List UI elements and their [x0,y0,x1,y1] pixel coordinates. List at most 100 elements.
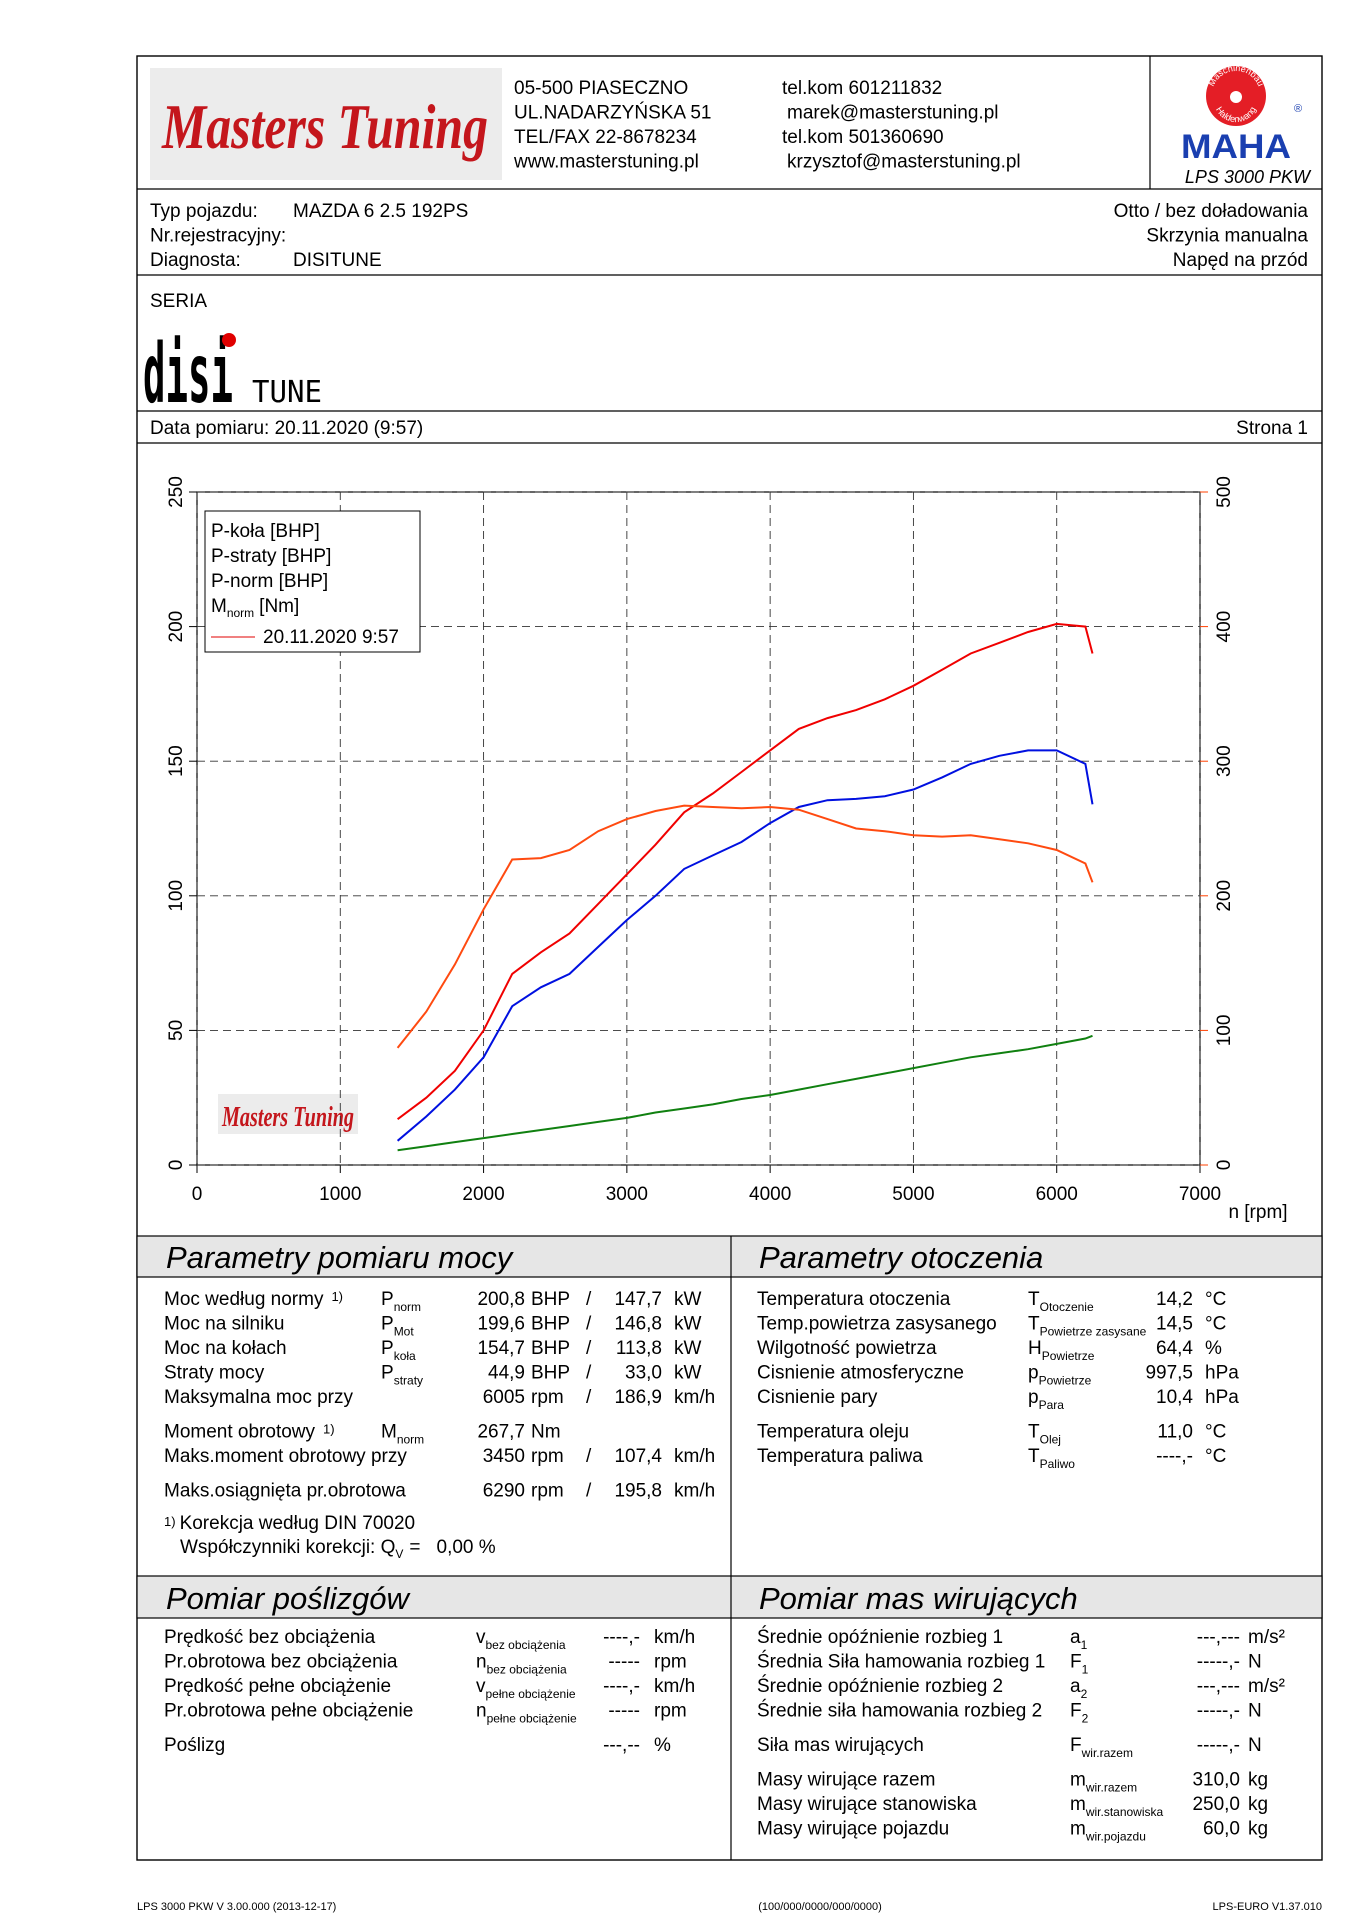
label-text: Siła mas wirujących [757,1735,924,1756]
legend-sub: norm [227,606,254,620]
symbol-sub: Paliwo [1040,1457,1076,1471]
label-text: Średnie siła hamowania rozbieg 2 [757,1700,1042,1722]
symbol: mwir.razem [1070,1770,1137,1795]
param-label: Maksymalna moc przy [164,1387,353,1408]
symbol-sub: Powietrze [1042,1349,1095,1363]
param-label: Straty mocy [164,1363,265,1384]
symbol-sub: koła [394,1349,416,1363]
section-band [136,1575,1323,1619]
symbol-main: P [381,1289,394,1310]
y-tick-label: 150 [166,745,187,777]
param-label: Pr.obrotowa pełne obciążenie [164,1701,413,1722]
legend-entry: P-norm [BHP] [211,571,328,592]
address-line: UL.NADARZYŃSKA 51 [514,103,711,124]
param-unit: % [654,1735,671,1756]
param-value: 60,0 [1203,1819,1240,1840]
symbol-sub: Olej [1040,1433,1061,1447]
symbol-main: T [1028,1422,1040,1443]
x-tick-label: 7000 [1179,1184,1221,1205]
param-value: 64,4 [1156,1338,1193,1359]
param-unit: BHP [531,1289,570,1310]
param-unit: hPa [1205,1387,1239,1408]
label-text: Temp.powietrza zasysanego [757,1314,997,1335]
param-value: -----,- [1197,1701,1240,1722]
param-unit: rpm [531,1387,564,1408]
symbol-sub: wir.pojazdu [1085,1830,1146,1844]
symbol: TPaliwo [1028,1446,1075,1471]
param-value: 14,2 [1156,1289,1193,1310]
symbol-main: m [1070,1794,1086,1815]
param-unit: BHP [531,1314,570,1335]
frame [136,55,1323,1861]
legend-name: P-norm [BHP] [211,571,328,592]
param-unit: BHP [531,1363,570,1384]
param-label: Maks.moment obrotowy przy [164,1446,407,1467]
symbol: Pnorm [381,1289,421,1314]
param-value: ----- [608,1701,640,1722]
param-value: 3450 [483,1446,525,1467]
param-value: 44,9 [488,1363,525,1384]
label-text: Cisnienie atmosferyczne [757,1363,964,1384]
param-value: 14,5 [1156,1314,1193,1335]
series-line [396,749,1094,1142]
symbol-sub: 2 [1082,1712,1089,1726]
symbol: nbez obciążenia [476,1652,567,1677]
param-value: ----,- [603,1627,640,1648]
footer-center: (100/000/0000/000/0000) [758,1901,882,1913]
symbol-sub: norm [397,1433,424,1447]
symbol-sub: norm [394,1300,421,1314]
param-unit: rpm [654,1652,687,1673]
footnote-ref: 1) [164,1514,176,1529]
param-unit: N [1248,1701,1262,1722]
param-separator: / [586,1338,592,1359]
symbol-sub: 1 [1081,1638,1088,1652]
series-line [397,622,1094,1121]
label-text: Temperatura paliwa [757,1446,923,1467]
symbol-main: n [476,1652,487,1673]
label-text: Straty mocy [164,1363,265,1384]
symbol-main: n [476,1701,487,1722]
x-tick-label: 6000 [1036,1184,1078,1205]
watermark-logo: Masters Tuning [221,1102,354,1133]
param-label: Średnie opóźnienie rozbieg 2 [757,1675,1003,1697]
label-text: Pr.obrotowa pełne obciążenie [164,1701,413,1722]
measurement-date: Data pomiaru: 20.11.2020 (9:57) [150,418,423,439]
label-text: Maks.moment obrotowy przy [164,1446,407,1467]
param-label: Masy wirujące razem [757,1770,935,1791]
x-tick-label: 1000 [319,1184,361,1205]
x-axis-label: n [rpm] [1228,1202,1287,1223]
symbol-main: F [1070,1652,1082,1673]
label-text: Temperatura oleju [757,1422,909,1443]
legend-entry: Mnorm [Nm] [211,596,299,620]
label-text: Prędkość pełne obciążenie [164,1676,391,1697]
param-unit: °C [1205,1314,1226,1335]
page-number: Strona 1 [1236,418,1308,439]
param-separator: / [586,1363,592,1384]
param-separator: / [586,1481,592,1502]
param-value: 310,0 [1192,1770,1240,1791]
y2-tick-label: 300 [1214,745,1235,777]
symbol-sub: pełne obciążenie [487,1712,577,1726]
label-text: Moc według normy [164,1289,324,1310]
symbol: mwir.stanowiska [1070,1794,1164,1819]
param-label: Masy wirujące pojazdu [757,1819,949,1840]
param-unit: % [1205,1338,1222,1359]
param-label: Średnia Siła hamowania rozbieg 1 [757,1651,1045,1673]
label-text: Średnie opóźnienie rozbieg 2 [757,1675,1003,1697]
label-text: Cisnienie pary [757,1387,878,1408]
label-text: Moment obrotowy [164,1422,316,1443]
param-value: 186,9 [614,1387,662,1408]
symbol: vbez obciążenia [476,1627,566,1652]
symbol-main: v [476,1627,486,1648]
legend-name: P-koła [BHP] [211,521,320,542]
section-title: Parametry pomiaru mocy [166,1240,515,1275]
label-text: Maksymalna moc przy [164,1387,353,1408]
correction-value: 0,00 % [437,1537,496,1558]
address-line: TEL/FAX 22-8678234 [514,127,697,148]
symbol: pPowietrze [1028,1363,1092,1388]
label-text: Masy wirujące stanowiska [757,1794,977,1815]
param-value: ---,--- [1197,1676,1240,1697]
param-unit: kW [674,1289,702,1310]
symbol-main: M [381,1422,397,1443]
x-tick-label: 0 [192,1184,203,1205]
